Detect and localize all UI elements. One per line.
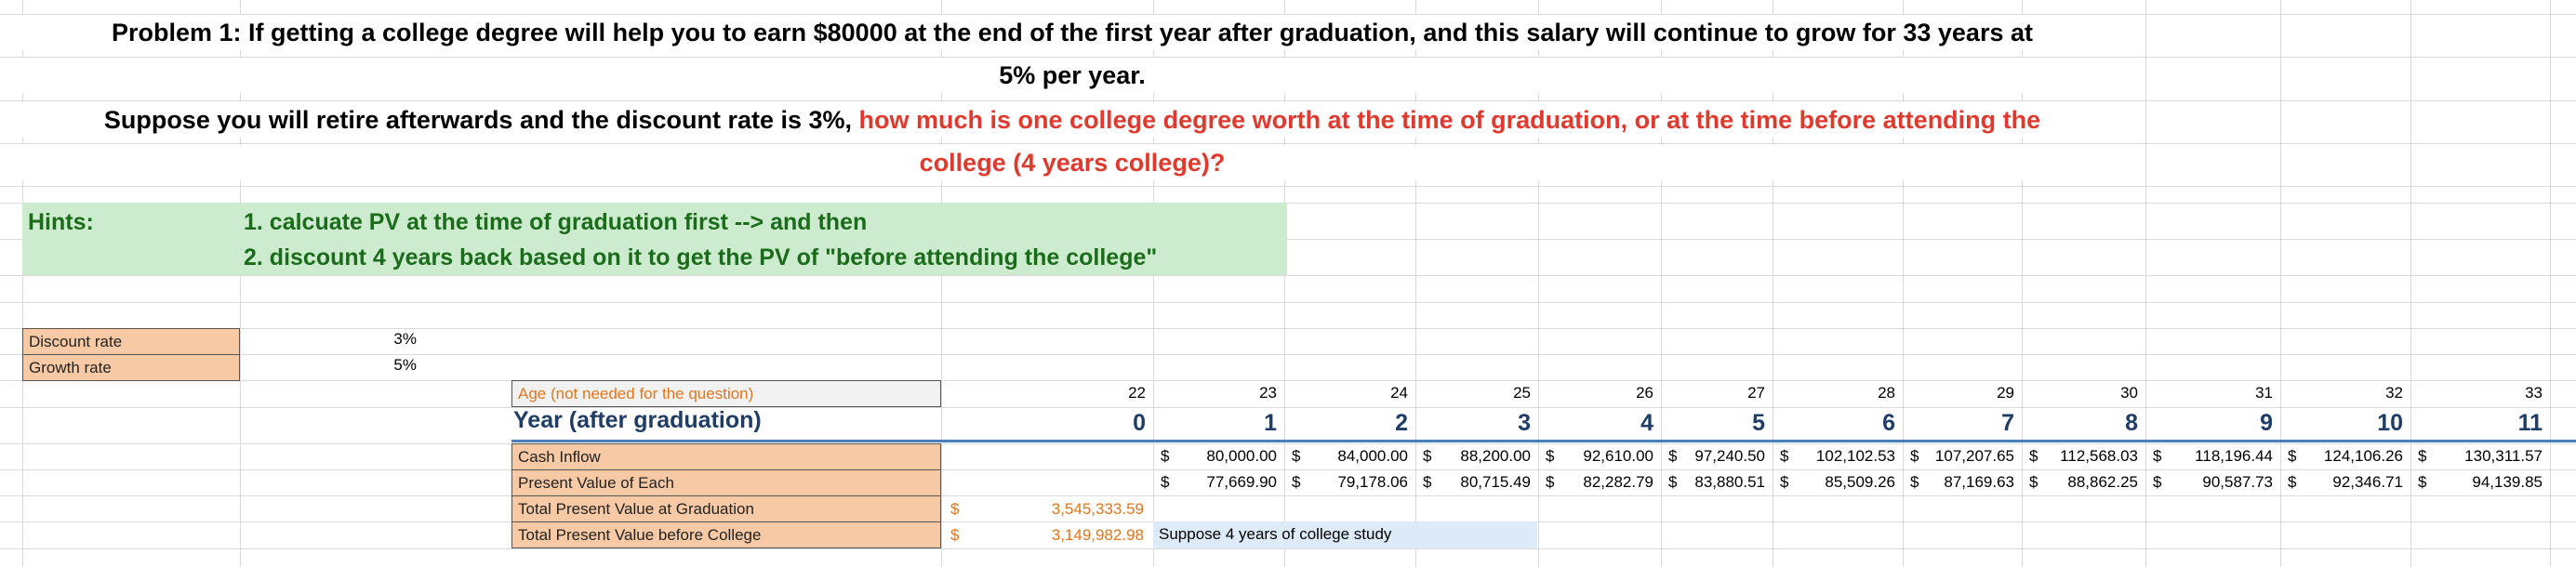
cash-inflow-cell[interactable]: 92,610.00 [1583,447,1653,465]
pv-dollar-sign: $ [1423,473,1432,491]
cash-inflow-label[interactable]: Cash Inflow [511,443,941,470]
cash-inflow-cell[interactable]: 102,102.53 [1815,447,1895,465]
problem-title-line2: 5% per year. [22,58,2122,93]
pv-dollar-sign: $ [2418,473,2427,491]
cash-inflow-cell[interactable]: 84,000.00 [1337,447,1408,465]
age-row-label[interactable]: Age (not needed for the question) [511,380,941,407]
total-pv-graduation-label[interactable]: Total Present Value at Graduation [511,495,941,522]
present-value-cell[interactable]: 82,282.79 [1583,473,1653,491]
cash-dollar-sign: $ [1161,447,1170,465]
total-before-dollar: $ [950,526,960,544]
cash-inflow-cell[interactable]: 80,000.00 [1206,447,1277,465]
hint-line-2: 2. discount 4 years back based on it to … [244,244,1158,270]
cash-dollar-sign: $ [2153,447,2162,465]
pv-dollar-sign: $ [1292,473,1301,491]
present-value-cell[interactable]: 90,587.73 [2202,473,2273,491]
age-cell[interactable]: 30 [2120,384,2138,402]
cash-dollar-sign: $ [1668,447,1678,465]
cash-inflow-cell[interactable]: 107,207.65 [1934,447,2014,465]
year-cell[interactable]: 4 [1640,410,1653,436]
year-cell[interactable]: 6 [1882,410,1895,436]
total-grad-dollar: $ [950,500,960,518]
present-value-cell[interactable]: 87,169.63 [1944,473,2014,491]
present-value-cell[interactable]: 77,669.90 [1206,473,1277,491]
age-cell[interactable]: 32 [2385,384,2403,402]
pv-dollar-sign: $ [1668,473,1678,491]
present-value-label[interactable]: Present Value of Each [511,469,941,496]
present-value-cell[interactable]: 94,139.85 [2472,473,2543,491]
age-cell[interactable]: 28 [1878,384,1895,402]
pv-dollar-sign: $ [1546,473,1555,491]
present-value-cell[interactable]: 92,346.71 [2332,473,2403,491]
pv-dollar-sign: $ [1161,473,1170,491]
year-cell[interactable]: 0 [1133,410,1146,436]
present-value-cell[interactable]: 85,509.26 [1825,473,1895,491]
year-row-label[interactable]: Year (after graduation) [513,407,762,433]
age-cell[interactable]: 24 [1390,384,1408,402]
cash-inflow-cell[interactable]: 112,568.03 [2060,447,2138,465]
year-cell[interactable]: 7 [2001,410,2014,436]
total-pv-before-college-value[interactable]: 3,149,982.98 [1051,526,1144,544]
year-cell[interactable]: 5 [1752,410,1765,436]
cash-dollar-sign: $ [1910,447,1919,465]
hint-line-1: 1. calcuate PV at the time of graduation… [244,209,868,235]
present-value-cell[interactable]: 79,178.06 [1337,473,1408,491]
problem-title-line3: Suppose you will retire afterwards and t… [22,102,2122,138]
age-cell[interactable]: 33 [2525,384,2543,402]
pv-dollar-sign: $ [1780,473,1789,491]
pv-dollar-sign: $ [2029,473,2038,491]
age-cell[interactable]: 27 [1747,384,1765,402]
cash-dollar-sign: $ [1292,447,1301,465]
cash-inflow-cell[interactable]: 124,106.26 [2323,447,2403,465]
year-cell[interactable]: 10 [2377,410,2403,436]
growth-rate-label[interactable]: Growth rate [22,354,240,381]
header-underline [511,440,2576,442]
age-cell[interactable]: 31 [2255,384,2273,402]
question-text-red: how much is one college degree worth at … [858,106,2041,134]
cash-dollar-sign: $ [1780,447,1789,465]
cash-dollar-sign: $ [1546,447,1555,465]
cash-inflow-cell[interactable]: 130,311.57 [2464,447,2543,465]
pv-dollar-sign: $ [2288,473,2297,491]
pv-dollar-sign: $ [1910,473,1919,491]
growth-rate-value[interactable]: 5% [393,356,417,374]
discount-rate-value[interactable]: 3% [393,330,417,348]
total-pv-before-college-label[interactable]: Total Present Value before College [511,521,941,548]
total-pv-graduation-value[interactable]: 3,545,333.59 [1051,500,1144,518]
age-cell[interactable]: 26 [1636,384,1653,402]
cash-dollar-sign: $ [2418,447,2427,465]
cash-dollar-sign: $ [1423,447,1432,465]
cash-dollar-sign: $ [2288,447,2297,465]
problem-title-line1: Problem 1: If getting a college degree w… [22,15,2122,50]
year-cell[interactable]: 1 [1264,410,1277,436]
cash-inflow-cell[interactable]: 88,200.00 [1460,447,1531,465]
year-cell[interactable]: 11 [2517,410,2543,436]
cash-dollar-sign: $ [2029,447,2038,465]
age-cell[interactable]: 22 [1128,384,1146,402]
year-cell[interactable]: 2 [1395,410,1408,436]
question-text-black: Suppose you will retire afterwards and t… [103,106,859,134]
cash-inflow-cell[interactable]: 118,196.44 [2195,447,2273,465]
hints-box [22,203,1287,275]
cash-inflow-cell[interactable]: 97,240.50 [1694,447,1765,465]
present-value-cell[interactable]: 88,862.25 [2067,473,2138,491]
college-years-note: Suppose 4 years of college study [1153,521,1537,548]
age-cell[interactable]: 23 [1259,384,1277,402]
year-cell[interactable]: 3 [1518,410,1531,436]
pv-dollar-sign: $ [2153,473,2162,491]
year-cell[interactable]: 9 [2260,410,2273,436]
present-value-cell[interactable]: 83,880.51 [1694,473,1765,491]
hints-label: Hints: [28,209,94,235]
discount-rate-label[interactable]: Discount rate [22,328,240,355]
problem-title-line4: college (4 years college)? [22,145,2122,180]
present-value-cell[interactable]: 80,715.49 [1460,473,1531,491]
age-cell[interactable]: 29 [1997,384,2014,402]
year-cell[interactable]: 8 [2125,410,2138,436]
age-cell[interactable]: 25 [1513,384,1531,402]
